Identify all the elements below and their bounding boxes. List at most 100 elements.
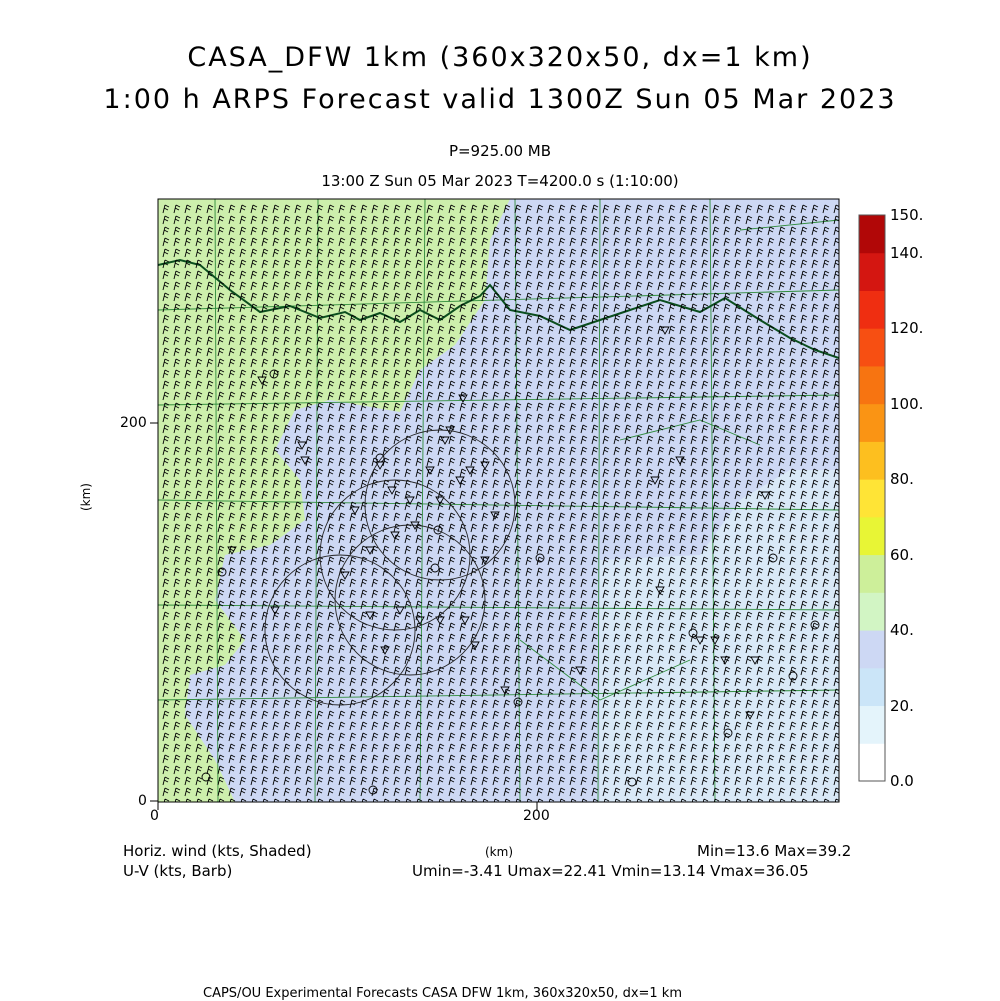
wind-barb (668, 468, 676, 478)
wind-barb (712, 270, 720, 280)
wind-barb (679, 358, 687, 368)
wind-barb (503, 501, 511, 511)
wind-barb (789, 479, 797, 489)
wind-barb (184, 215, 192, 225)
wind-barb (712, 556, 720, 566)
wind-barb (459, 248, 467, 258)
wind-barb (360, 391, 368, 401)
wind-barb (778, 325, 786, 335)
wind-barb (591, 325, 599, 335)
colorbar-segment (859, 479, 885, 518)
wind-barb (558, 292, 566, 302)
valid-time: 13:00 Z Sun 05 Mar 2023 T=4200.0 s (1:10… (321, 172, 679, 190)
wind-barb (349, 556, 357, 566)
wind-barb (217, 292, 225, 302)
wind-barb (646, 567, 654, 577)
wind-barb (580, 347, 588, 357)
wind-barb (162, 523, 170, 533)
wind-barb (558, 259, 566, 269)
wind-barb (822, 468, 830, 478)
wind-barb (833, 369, 839, 379)
wind-barb (789, 589, 797, 599)
wind-barb (327, 314, 335, 324)
wind-barb (701, 545, 709, 555)
wind-barb (173, 347, 181, 357)
wind-barb (745, 490, 753, 500)
wind-barb (481, 226, 489, 236)
wind-barb (272, 281, 280, 291)
wind-barb (470, 490, 478, 500)
wind-barb (756, 314, 764, 324)
wind-barb (613, 281, 621, 291)
wind-barb (228, 391, 236, 401)
wind-barb (173, 545, 181, 555)
wind-barb (239, 413, 247, 423)
wind-barb (624, 292, 632, 302)
wind-barb (657, 281, 665, 291)
wind-barb (360, 479, 368, 489)
wind-barb (558, 215, 566, 225)
wind-barb (283, 589, 291, 599)
wind-barb (558, 358, 566, 368)
wind-barb (162, 314, 170, 324)
wind-barb (701, 325, 709, 335)
wind-barb (382, 281, 390, 291)
wind-barb (580, 369, 588, 379)
wind-barb (338, 380, 346, 390)
wind-barb (580, 259, 588, 269)
wind-barb (305, 237, 313, 247)
wind-barb (701, 534, 709, 544)
wind-barb (393, 226, 401, 236)
wind-barb (624, 237, 632, 247)
wind-barb (745, 248, 753, 258)
wind-barb (360, 358, 368, 368)
wind-barb (294, 314, 302, 324)
wind-barb (239, 391, 247, 401)
wind-barb (360, 567, 368, 577)
wind-barb (646, 534, 654, 544)
wind-barb (668, 380, 676, 390)
wind-barb (184, 259, 192, 269)
wind-barb (800, 424, 808, 434)
wind-barb (239, 347, 247, 357)
wind-barb (173, 512, 181, 522)
wind-barb (503, 204, 511, 214)
wind-barb (162, 281, 170, 291)
wind-barb (712, 479, 720, 489)
wind-barb (283, 468, 291, 478)
wind-barb (338, 479, 346, 489)
wind-barb (195, 523, 203, 533)
wind-barb (327, 281, 335, 291)
wind-barb (360, 215, 368, 225)
wind-barb (217, 589, 225, 599)
wind-barb (272, 567, 280, 577)
wind-barb (382, 600, 390, 610)
wind-barb (712, 424, 720, 434)
wind-barb (580, 457, 588, 467)
wind-barb (789, 578, 797, 588)
wind-barb (294, 556, 302, 566)
wind-barb (404, 545, 412, 555)
wind-barb (547, 567, 555, 577)
wind-barb (459, 468, 467, 478)
wind-barb (602, 336, 610, 346)
wind-barb (459, 369, 467, 379)
wind-barb (437, 446, 445, 456)
wind-barb (569, 248, 577, 258)
wind-barb (283, 226, 291, 236)
wind-barb (217, 402, 225, 412)
wind-barb (217, 523, 225, 533)
wind-barb (283, 215, 291, 225)
wind-barb (514, 391, 522, 401)
wind-barb (811, 369, 819, 379)
wind-barb (206, 237, 214, 247)
wind-barb (723, 215, 731, 225)
wind-barb (789, 281, 797, 291)
wind-barb (569, 369, 577, 379)
wind-barb (404, 248, 412, 258)
wind-barb (547, 292, 555, 302)
wind-barb (382, 424, 390, 434)
wind-barb (679, 424, 687, 434)
wind-barb (646, 391, 654, 401)
wind-barb (613, 490, 621, 500)
